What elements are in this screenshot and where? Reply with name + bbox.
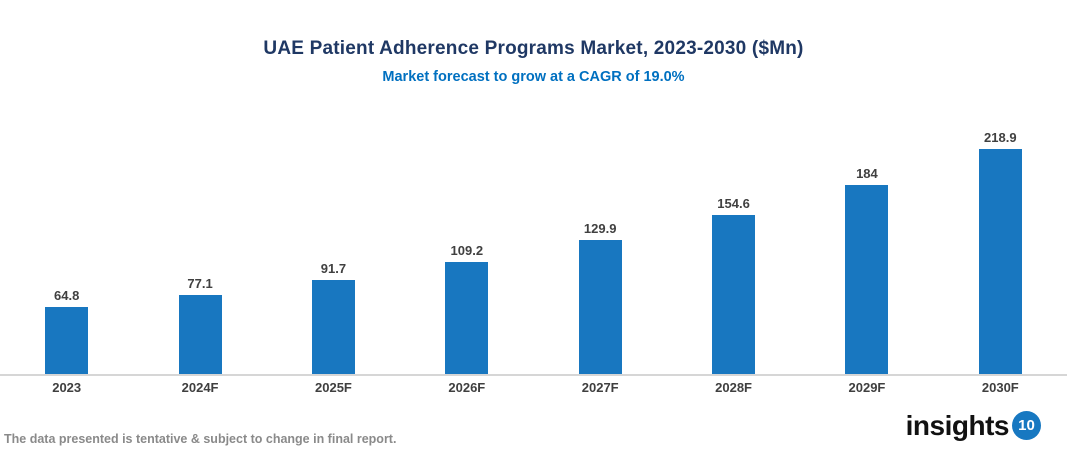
x-axis-label: 2027F	[581, 380, 619, 395]
x-axis-label: 2025F	[315, 380, 352, 395]
bar-column: 129.9	[534, 221, 667, 374]
x-axis-label: 2030F	[981, 380, 1019, 395]
x-axis-label: 2029F	[848, 380, 886, 395]
logo-10-badge: 10	[1012, 411, 1041, 440]
x-axis-label: 2024F	[181, 380, 219, 395]
bar-value-label: 154.6	[717, 196, 750, 211]
disclaimer-text: The data presented is tentative & subjec…	[4, 432, 397, 446]
bar	[978, 149, 1022, 374]
bar-value-label: 64.8	[54, 288, 80, 303]
x-axis-label: 2026F	[448, 380, 486, 395]
x-axis-labels: 2023 2024F 2025F 2026F 2027F 2028F 2029F 2030F	[0, 380, 1067, 395]
bar	[578, 240, 622, 374]
bar-value-label: 77.1	[187, 276, 213, 291]
bar-column: 64.8	[0, 288, 133, 374]
bar-column: 218.9	[934, 130, 1067, 374]
chart-title: UAE Patient Adherence Programs Market, 2…	[263, 38, 804, 59]
bar-value-label: 218.9	[984, 130, 1017, 145]
bar	[445, 262, 489, 374]
chart-header: UAE Patient Adherence Programs Market, 2…	[0, 38, 1067, 85]
bar-value-label: 129.9	[583, 221, 617, 236]
x-axis-line	[0, 374, 1067, 376]
x-axis-label: 2023	[52, 380, 82, 395]
bar-column: 154.6	[667, 196, 800, 374]
insights10-logo: insights 10	[906, 411, 1041, 440]
chart-subtitle: Market forecast to grow at a CAGR of 19.…	[382, 69, 685, 85]
bar-series: 64.8 77.1 91.7 109.2 129.9 154.6 184 218.9	[0, 130, 1067, 374]
bar	[845, 185, 889, 374]
bar	[311, 280, 355, 374]
bar-value-label: 109.2	[450, 243, 484, 258]
x-axis-label: 2028F	[715, 380, 752, 395]
bar	[712, 215, 756, 374]
bar-column: 91.7	[267, 261, 400, 374]
bar	[178, 295, 222, 374]
bar-column: 109.2	[400, 243, 533, 374]
bar-value-label: 91.7	[320, 261, 347, 276]
bar-value-label: 184	[856, 166, 878, 181]
bar-column: 184	[800, 166, 933, 374]
logo-wordmark: insights	[905, 409, 1010, 441]
bar	[45, 307, 89, 374]
bar-column: 77.1	[133, 276, 266, 374]
